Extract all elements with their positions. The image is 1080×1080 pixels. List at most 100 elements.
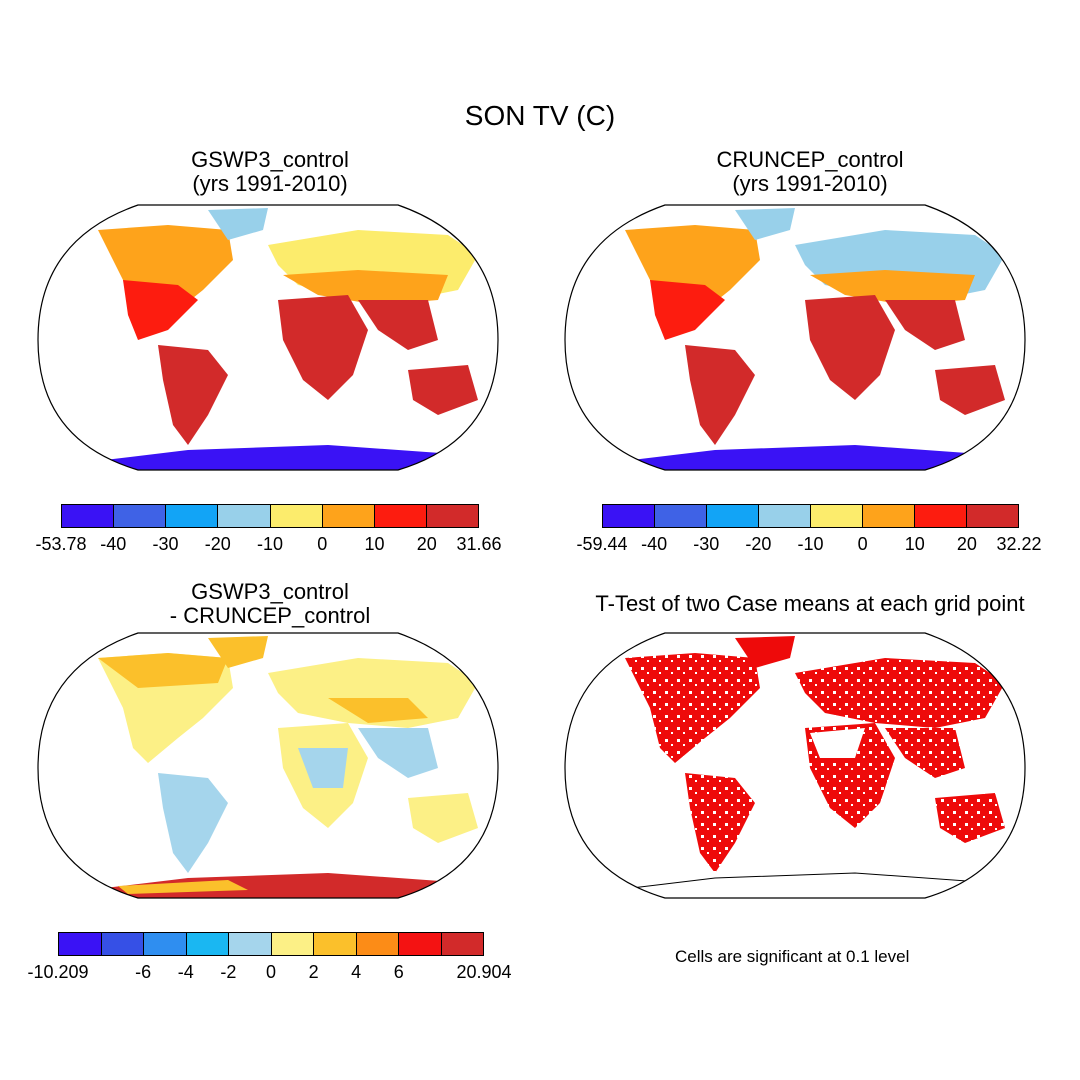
colorbar-box bbox=[374, 505, 427, 527]
antarctica bbox=[615, 445, 995, 470]
colorbar-box bbox=[322, 505, 375, 527]
panel3-map bbox=[37, 632, 499, 899]
antarctica bbox=[613, 872, 997, 898]
colorbar-tick-label: 2 bbox=[308, 962, 319, 982]
colorbar-box bbox=[811, 505, 863, 527]
panel2-title: CRUNCEP_control (yrs 1991-2010) bbox=[660, 148, 960, 196]
sahara-white bbox=[810, 728, 865, 758]
colorbar-tick-label: -59.44 bbox=[576, 534, 628, 554]
colorbar-box bbox=[863, 505, 915, 527]
colorbar-tick-label: -20 bbox=[204, 534, 231, 554]
south-america bbox=[685, 345, 755, 445]
eurasia-south bbox=[283, 270, 448, 305]
colorbar-tick-label: -10 bbox=[256, 534, 284, 554]
south-asia bbox=[885, 728, 965, 778]
colorbar-box bbox=[166, 505, 219, 527]
greenland bbox=[208, 208, 268, 240]
panel1-map-frame bbox=[37, 204, 499, 471]
colorbar-tick-label: -53.78 bbox=[35, 534, 87, 554]
colorbar-box bbox=[314, 933, 357, 955]
south-asia bbox=[358, 300, 438, 350]
panel2-map-frame bbox=[564, 204, 1026, 471]
south-america bbox=[158, 773, 228, 873]
colorbar-box bbox=[271, 933, 314, 955]
colorbar-box bbox=[915, 505, 967, 527]
colorbar-tick-label: 31.66 bbox=[456, 534, 502, 554]
africa-central bbox=[298, 748, 348, 788]
colorbar-box bbox=[62, 505, 115, 527]
colorbar-tick-label: 4 bbox=[351, 962, 362, 982]
colorbar-tick-label: -20 bbox=[745, 534, 772, 554]
colorbar-tick-label: -40 bbox=[100, 534, 127, 554]
colorbar-box bbox=[114, 505, 167, 527]
south-asia bbox=[885, 300, 965, 350]
panel2-title-line1: CRUNCEP_control bbox=[716, 147, 904, 172]
north-america-south bbox=[650, 280, 725, 340]
panel3-colorbar bbox=[58, 932, 484, 956]
colorbar-tick-label: 20 bbox=[416, 534, 437, 554]
colorbar-tick-label: 6 bbox=[393, 962, 404, 982]
colorbar-tick-label: -10 bbox=[797, 534, 824, 554]
panel4-title: T-Test of two Case means at each grid po… bbox=[595, 591, 1025, 616]
colorbar-tick-label: -30 bbox=[152, 534, 179, 554]
panel3-title: GSWP3_control - CRUNCEP_control bbox=[120, 580, 420, 628]
colorbar-box bbox=[426, 505, 478, 527]
colorbar-box bbox=[707, 505, 759, 527]
antarctica bbox=[88, 445, 468, 470]
colorbar-box bbox=[655, 505, 707, 527]
colorbar-tick-label: 10 bbox=[364, 534, 385, 554]
figure-title: SON TV (C) bbox=[464, 100, 616, 131]
panel2-colorbar bbox=[602, 504, 1019, 528]
africa bbox=[805, 295, 895, 400]
eurasia-south bbox=[328, 698, 428, 723]
colorbar-tick-label: 0 bbox=[265, 962, 277, 982]
australia bbox=[408, 365, 478, 415]
colorbar-box bbox=[270, 505, 323, 527]
panel3-title-line1: GSWP3_control bbox=[191, 579, 349, 604]
colorbar-tick-label: -10.209 bbox=[27, 962, 89, 982]
greenland bbox=[735, 636, 795, 668]
panel3-title-line2: - CRUNCEP_control bbox=[169, 603, 371, 628]
colorbar-tick-label: 0 bbox=[317, 534, 328, 554]
south-asia bbox=[358, 728, 438, 778]
colorbar-box bbox=[356, 933, 399, 955]
eurasia bbox=[795, 658, 1005, 728]
panel4-map bbox=[564, 632, 1026, 899]
south-america bbox=[158, 345, 228, 445]
eurasia bbox=[268, 658, 478, 728]
colorbar-tick-label: -2 bbox=[220, 962, 237, 982]
colorbar-tick-label: 10 bbox=[904, 534, 925, 554]
panel4-map-frame bbox=[564, 632, 1026, 899]
north-america bbox=[625, 653, 760, 763]
antarctica-edge bbox=[118, 880, 248, 894]
colorbar-tick-label: 32.22 bbox=[996, 534, 1042, 554]
colorbar-box bbox=[603, 505, 655, 527]
colorbar-box bbox=[759, 505, 811, 527]
greenland bbox=[208, 636, 268, 668]
colorbar-tick-label: 20.904 bbox=[456, 962, 512, 982]
colorbar-tick-label: -30 bbox=[693, 534, 720, 554]
colorbar-box bbox=[218, 505, 271, 527]
colorbar-tick-label: -6 bbox=[135, 962, 152, 982]
australia bbox=[408, 793, 478, 843]
colorbar-box bbox=[441, 933, 483, 955]
colorbar-tick-label: 0 bbox=[857, 534, 868, 554]
north-america-north bbox=[98, 653, 228, 688]
colorbar-box bbox=[229, 933, 272, 955]
colorbar-box bbox=[186, 933, 229, 955]
colorbar-tick-label: -4 bbox=[177, 962, 194, 982]
north-america-south bbox=[123, 280, 198, 340]
panel1-title-line2: (yrs 1991-2010) bbox=[192, 171, 348, 196]
panel2-title-line2: (yrs 1991-2010) bbox=[732, 171, 888, 196]
colorbar-box bbox=[59, 933, 102, 955]
eurasia-south bbox=[810, 270, 975, 305]
south-america bbox=[685, 773, 755, 873]
panel1-colorbar bbox=[61, 504, 479, 528]
antarctica bbox=[88, 873, 468, 898]
greenland bbox=[735, 208, 795, 240]
panel4-note: Cells are significant at 0.1 level bbox=[675, 947, 910, 966]
australia bbox=[935, 793, 1005, 843]
colorbar-tick-label: -40 bbox=[641, 534, 668, 554]
colorbar-tick-label: 20 bbox=[956, 534, 977, 554]
colorbar-box bbox=[144, 933, 187, 955]
